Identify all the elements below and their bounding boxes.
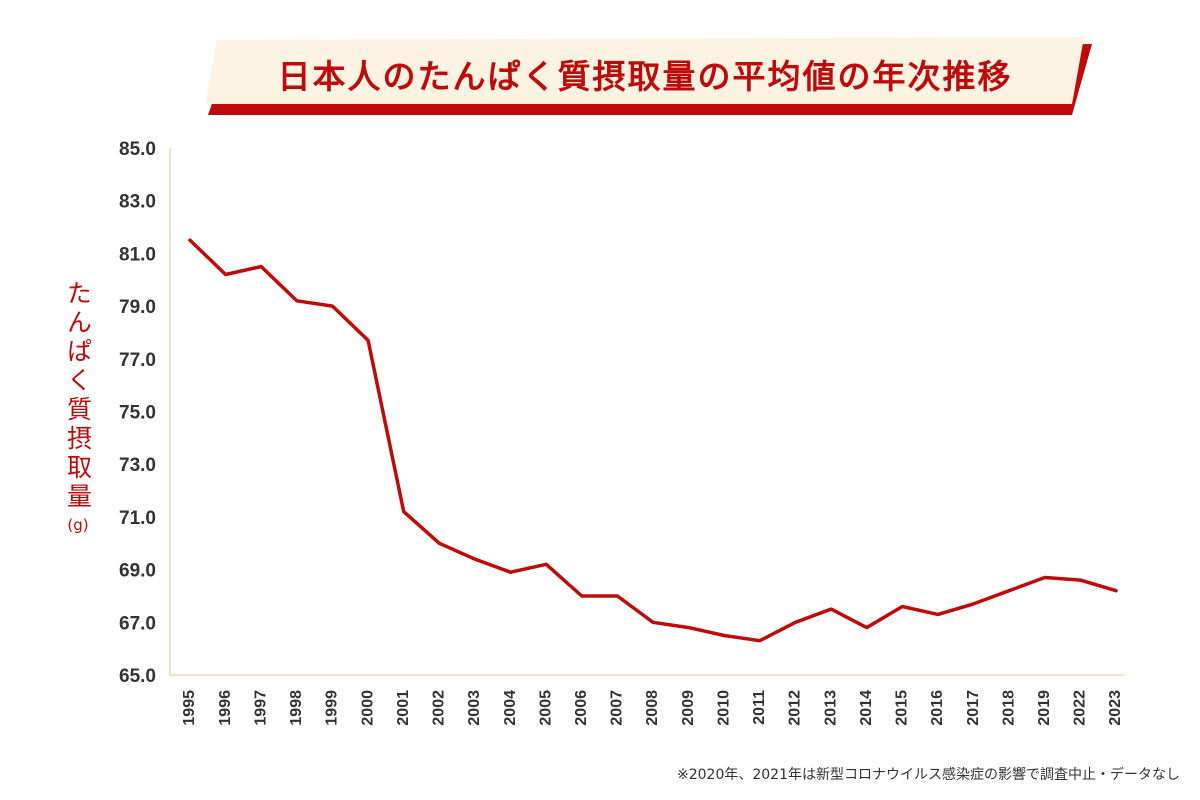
x-tick-label: 2007 [609, 690, 626, 726]
data-point [295, 299, 299, 303]
series-line [188, 238, 1118, 643]
x-tick-label: 2008 [644, 690, 661, 726]
x-tick-label: 2023 [1107, 690, 1124, 726]
data-point [758, 639, 762, 643]
data-point [687, 626, 691, 630]
x-tick-label: 2002 [431, 690, 448, 726]
data-point [1078, 578, 1082, 582]
x-tick-label: 2003 [466, 690, 483, 726]
y-tick-labels: 65.0 67.0 69.0 71.0 73.0 75.0 77.0 79.0 81.0 83.0… [119, 139, 156, 687]
x-tick-label: 1996 [217, 690, 234, 726]
data-point [473, 557, 477, 561]
data-point [1043, 576, 1047, 579]
data-point [580, 594, 584, 598]
chart-title: 日本人のたんぱく質摂取量の平均値の年次推移 [277, 57, 1013, 96]
data-point [829, 607, 833, 611]
x-tick-label: 1995 [181, 690, 198, 726]
x-tick-label: 2011 [751, 690, 768, 725]
data-point [331, 304, 334, 308]
data-point [900, 605, 904, 608]
y-tick-label: 83.0 [119, 192, 156, 213]
x-tick-label: 1999 [324, 690, 341, 726]
data-point [366, 338, 370, 342]
footnote: ※2020年、2021年は新型コロナウイルス感染症の影響で調査中止・データなし [677, 767, 1180, 783]
x-tick-label: 2000 [359, 690, 376, 726]
x-tick-label: 1998 [288, 690, 305, 726]
x-tick-label: 2019 [1036, 690, 1053, 726]
data-point [509, 570, 512, 574]
x-tick-label: 2014 [858, 690, 875, 726]
x-tick-label: 1997 [252, 690, 269, 726]
data-point [722, 634, 726, 637]
data-point [865, 626, 869, 630]
data-point [544, 562, 548, 566]
x-tick-label: 2016 [929, 690, 946, 726]
title-banner-fill [205, 37, 1084, 104]
data-point [615, 594, 619, 598]
data-point [437, 541, 441, 545]
y-tick-label: 75.0 [119, 403, 156, 424]
data-point [972, 602, 975, 606]
data-point [188, 238, 192, 242]
y-tick-label: 65.0 [119, 666, 156, 687]
data-point [794, 620, 797, 624]
y-axis-label-text: たんぱく質摂取量 [63, 280, 93, 512]
x-tick-label: 2017 [965, 690, 982, 726]
y-tick-label: 79.0 [119, 297, 156, 318]
x-tick-label: 2001 [395, 690, 412, 726]
x-tick-label: 2010 [715, 690, 732, 726]
y-tick-label: 81.0 [119, 244, 156, 265]
x-tick-label: 2022 [1072, 690, 1089, 726]
y-tick-label: 67.0 [119, 613, 156, 634]
title-banner [205, 37, 1092, 115]
data-point [936, 612, 940, 616]
data-point [651, 620, 655, 624]
y-axis-label: たんぱく質摂取量 (g) [58, 280, 98, 534]
x-tick-label: 2012 [787, 690, 804, 726]
series-layer [188, 238, 1118, 643]
x-tick-label: 2018 [1000, 690, 1017, 726]
x-tick-labels: 1995 1996 1997 1998 1999 2000 2001 2002 2003 2004… [181, 690, 1124, 726]
x-tick-label: 2005 [537, 690, 554, 726]
data-point [224, 273, 228, 276]
x-tick-label: 2009 [680, 690, 697, 726]
x-tick-label: 2013 [822, 690, 839, 726]
y-tick-label: 85.0 [119, 139, 156, 160]
x-tick-label: 2006 [573, 690, 590, 726]
y-tick-label: 77.0 [119, 350, 156, 371]
y-tick-label: 73.0 [119, 455, 156, 476]
data-point [1114, 589, 1118, 593]
x-tick-label: 2004 [502, 690, 519, 726]
y-tick-label: 69.0 [119, 561, 156, 582]
y-axis-unit: (g) [67, 516, 89, 534]
x-tick-label: 2015 [894, 690, 911, 726]
data-point [402, 510, 406, 514]
data-point [259, 265, 263, 269]
data-point [1007, 589, 1011, 593]
y-tick-label: 71.0 [119, 508, 156, 529]
